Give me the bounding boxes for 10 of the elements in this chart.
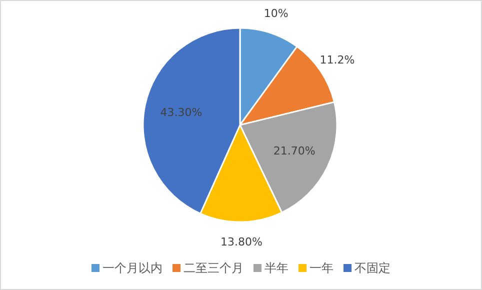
legend-label: 不固定 <box>354 261 390 275</box>
data-label: 21.70% <box>273 144 316 158</box>
data-label: 13.80% <box>220 235 262 248</box>
data-label: 11.2% <box>320 53 355 66</box>
data-label: 43.30% <box>160 106 202 119</box>
legend-label: 半年 <box>264 261 288 275</box>
legend-label: 二至三个月 <box>184 261 244 275</box>
legend-label: 一个月以内 <box>102 261 162 275</box>
data-label: 10% <box>264 7 288 20</box>
legend-label: 一年 <box>310 261 334 275</box>
